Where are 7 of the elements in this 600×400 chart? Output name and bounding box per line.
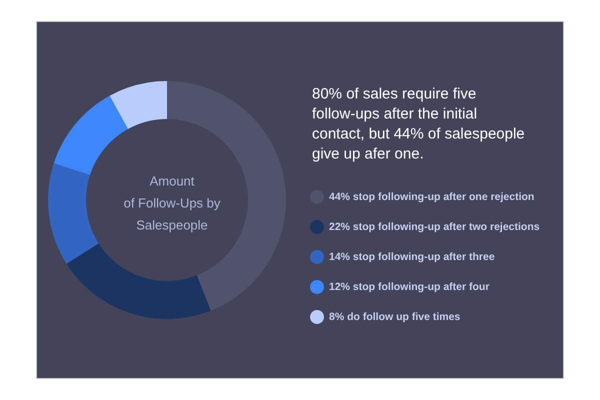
text: 80% of sales require five follow-ups after the initial contact, but 44% of salespeople give up afer one.	[312, 86, 525, 162]
legend-label: 14% stop following-up after three	[329, 251, 495, 263]
legend-label: 12% stop following-up after four	[329, 281, 490, 293]
legend-label: 22% stop following-up after two rejections	[329, 221, 540, 233]
legend-label: 44% stop following-up after one rejection	[329, 191, 534, 203]
text: Amount of Follow-Ups by Salespeople	[124, 174, 221, 232]
legend-label: 8% do follow up five times	[329, 311, 460, 323]
